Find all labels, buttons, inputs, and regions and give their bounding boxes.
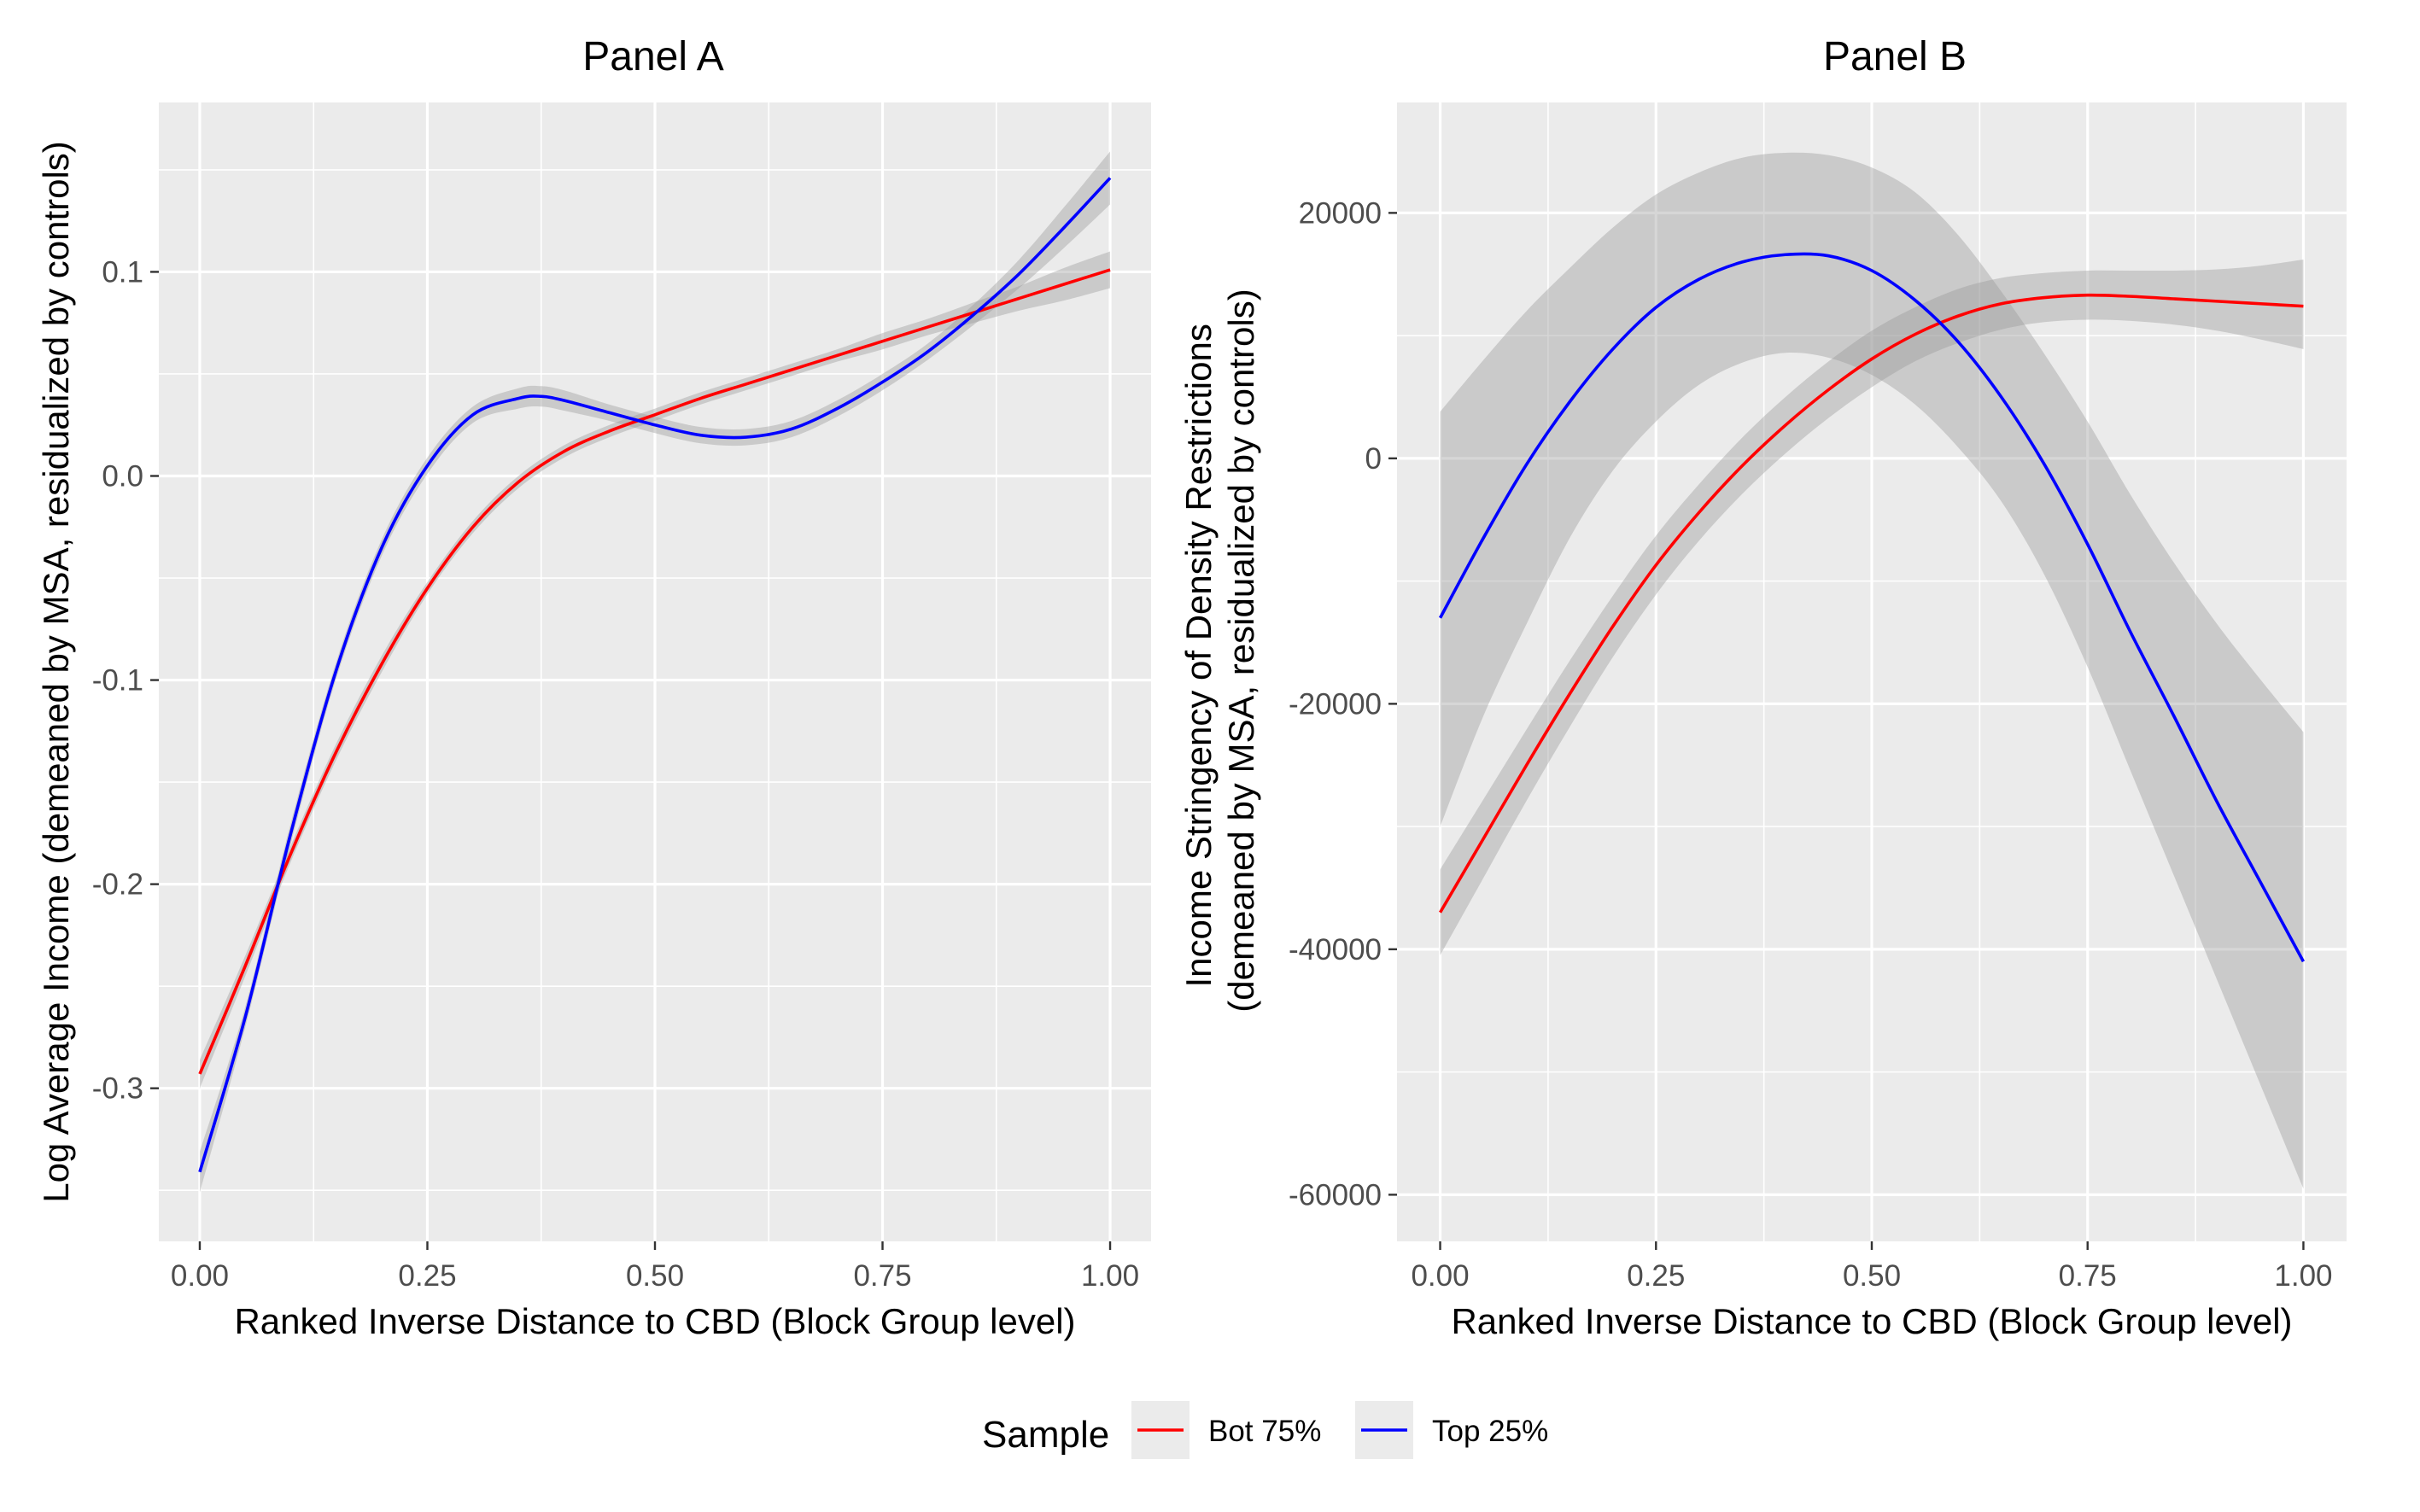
panel-a-x-axis: 0.00 0.25 0.50 0.75 1.00	[171, 1241, 1139, 1293]
series-line-bot-75	[198, 268, 1111, 1075]
x-tick-label: 0.25	[1627, 1259, 1685, 1293]
ci-ribbon-bot-75	[199, 251, 1111, 1089]
y-tick-label: -40000	[1289, 933, 1382, 966]
ci-ribbon-top-25	[1440, 152, 2304, 1189]
legend-title: Sample	[982, 1414, 1109, 1456]
panel-a-title: Panel A	[582, 34, 723, 79]
y-tick-label: 0.0	[102, 459, 143, 493]
legend-label: Bot 75%	[1208, 1415, 1321, 1448]
panel-a-major-grid	[159, 102, 1151, 1241]
x-tick-label: 0.25	[398, 1259, 456, 1293]
panel-a-confidence-ribbons	[199, 151, 1111, 1193]
panel-b: Panel B -60000 -40000 -20000 0 20000 0.00 0.2…	[1178, 34, 2347, 1341]
y-tick-label: -0.2	[92, 868, 143, 902]
x-tick-label: 0.00	[1411, 1259, 1469, 1293]
y-tick-label: -0.1	[92, 664, 143, 698]
series-line-bot-75	[1438, 293, 2304, 914]
y-tick-label: -20000	[1289, 687, 1382, 721]
y-tick-label: 20000	[1299, 196, 1382, 230]
panel-a-x-axis-label: Ranked Inverse Distance to CBD (Block Gr…	[234, 1301, 1075, 1341]
panel-b-x-axis: 0.00 0.25 0.50 0.75 1.00	[1411, 1241, 2333, 1293]
panel-b-x-axis-label: Ranked Inverse Distance to CBD (Block Gr…	[1451, 1301, 2292, 1341]
legend-entry-top-25: Top 25%	[1355, 1401, 1548, 1459]
ci-ribbon-bot-75	[1440, 260, 2304, 956]
y-tick-label: 0.1	[102, 255, 143, 289]
series-line-top-25	[1438, 252, 2306, 963]
x-tick-label: 0.75	[853, 1259, 911, 1293]
panel-b-y-axis-label-line-2: (demeaned by MSA, residualized by contro…	[1221, 289, 1261, 1012]
panel-b-title: Panel B	[1823, 34, 1967, 79]
legend-entry-bot-75: Bot 75%	[1131, 1401, 1321, 1459]
x-tick-label: 0.00	[171, 1259, 229, 1293]
x-tick-label: 0.75	[2059, 1259, 2117, 1293]
panel-b-major-grid	[1397, 102, 2347, 1241]
panel-b-series-lines	[1438, 252, 2306, 963]
panel-b-y-axis: -60000 -40000 -20000 0 20000	[1289, 196, 1397, 1211]
panel-a: Panel A -0.3-0.2-0.10.00.1 0.00 0.25 0.50 0…	[36, 34, 1151, 1341]
panel-b-y-axis-label-line-1: Income Stringency of Density Restriction…	[1178, 324, 1219, 987]
panel-a-y-axis-label: Log Average Income (demeaned by MSA, res…	[36, 141, 76, 1203]
y-tick-label: 0	[1365, 442, 1382, 476]
legend-label: Top 25%	[1432, 1415, 1548, 1448]
panel-a-series-lines	[198, 177, 1112, 1173]
series-line-top-25	[198, 177, 1112, 1173]
legend: Sample Bot 75% Top 25%	[982, 1401, 1548, 1459]
y-tick-label: -0.3	[92, 1072, 143, 1106]
legend-entries: Bot 75% Top 25%	[1131, 1401, 1548, 1459]
panel-b-y-axis-label: Income Stringency of Density Restriction…	[1178, 289, 1261, 1012]
y-tick-label: -60000	[1289, 1178, 1382, 1211]
x-tick-label: 0.50	[626, 1259, 684, 1293]
panel-b-confidence-ribbons	[1440, 152, 2304, 1189]
panel-a-y-axis: -0.3 -0.2 -0.1 0.0 0.1	[92, 255, 159, 1106]
x-tick-label: 1.00	[2274, 1259, 2332, 1293]
x-tick-label: 0.50	[1843, 1259, 1901, 1293]
x-tick-label: 1.00	[1081, 1259, 1139, 1293]
